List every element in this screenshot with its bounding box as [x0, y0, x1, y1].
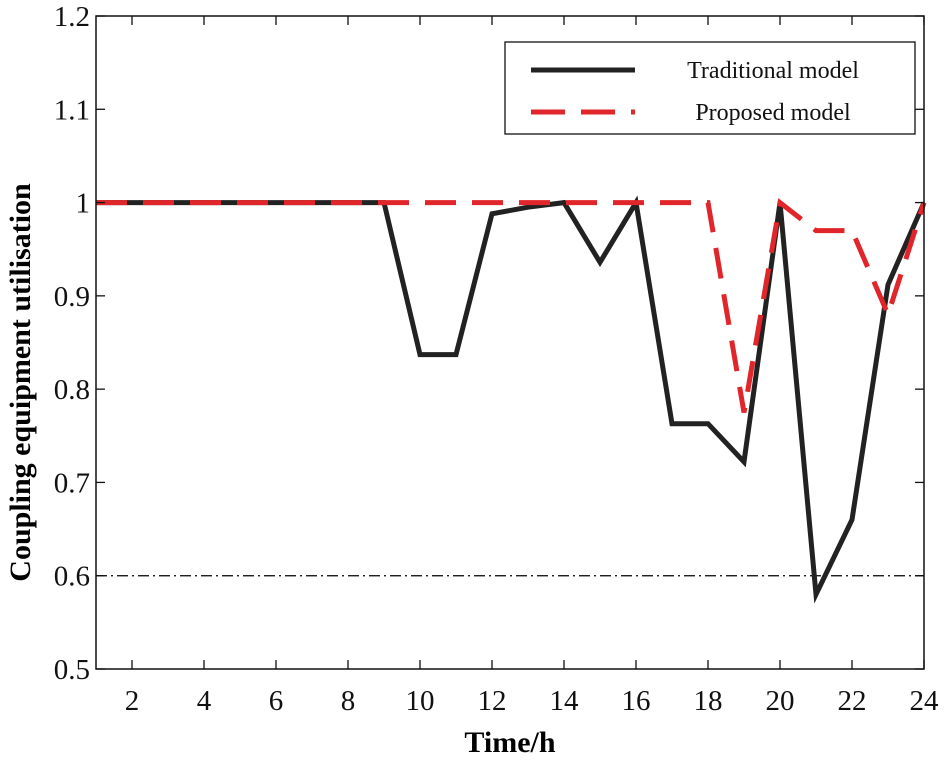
- y-tick-label: 0.7: [54, 467, 90, 499]
- x-tick-label: 24: [910, 685, 940, 717]
- x-tick-label: 14: [550, 685, 580, 717]
- y-tick-label: 1.1: [54, 94, 90, 126]
- y-tick-label: 0.5: [54, 654, 90, 686]
- legend-box: [504, 41, 916, 135]
- series-line-traditional-model: [96, 195, 927, 604]
- plot-frame: [95, 15, 925, 670]
- legend: Traditional model Proposed model: [504, 41, 916, 135]
- x-tick-label: 6: [269, 685, 284, 717]
- y-tick-label: 1.2: [54, 1, 90, 33]
- x-tick-label: 10: [406, 685, 435, 717]
- x-tick-label: 12: [478, 685, 507, 717]
- y-tick-label: 0.9: [54, 281, 90, 313]
- x-tick-label: 22: [838, 685, 867, 717]
- y-axis-title: Coupling equipment utilisation: [4, 183, 37, 582]
- legend-label: Traditional model: [687, 58, 859, 84]
- y-tick-label: 0.6: [54, 561, 90, 593]
- x-tick-label: 2: [125, 685, 140, 717]
- x-tick-label: 16: [622, 685, 651, 717]
- x-axis-title: Time/h: [464, 726, 555, 759]
- series-line-proposed-model: [96, 198, 927, 413]
- x-tick-label: 20: [766, 685, 795, 717]
- legend-label: Proposed model: [695, 100, 851, 126]
- x-tick-label: 4: [197, 685, 212, 717]
- y-tick-label: 1: [76, 188, 91, 220]
- x-tick-label: 18: [694, 685, 723, 717]
- x-tick-label: 8: [341, 685, 356, 717]
- y-tick-label: 0.8: [54, 374, 90, 406]
